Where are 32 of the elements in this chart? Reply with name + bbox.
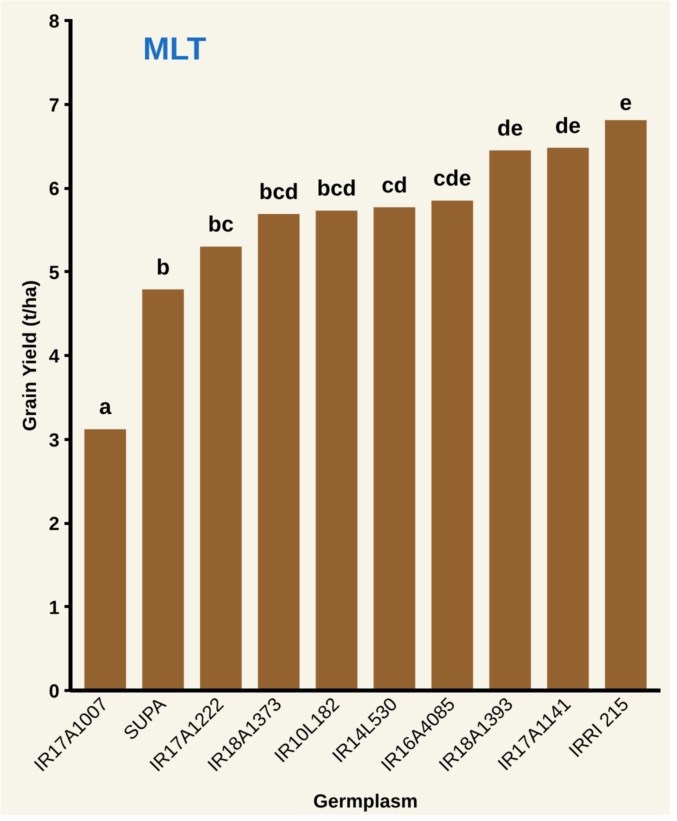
annotation: a (99, 394, 112, 420)
bar (489, 150, 531, 690)
y-tick-label: 2 (48, 514, 60, 535)
bar (142, 289, 184, 690)
bar (431, 200, 474, 690)
y-tick-label: 7 (48, 95, 60, 116)
bar (316, 210, 358, 690)
y-tick-label: 3 (48, 430, 60, 452)
annotation: de (497, 115, 523, 140)
annotation: e (620, 90, 632, 116)
annotation: bcd (259, 178, 298, 204)
y-tick-label: 0 (48, 682, 60, 702)
annotation: cd (382, 172, 408, 198)
bar (604, 120, 647, 690)
bar (374, 207, 416, 690)
annotation: bcd (317, 176, 356, 201)
annotation: bc (208, 212, 234, 237)
annotation: de (555, 112, 581, 138)
y-axis-title: Grain Yield (t/ha) (20, 280, 41, 432)
x-axis-title: Germplasm (313, 792, 418, 813)
bar (547, 148, 589, 690)
y-tick-label: 4 (48, 346, 60, 368)
annotation: cde (433, 166, 472, 191)
y-tick-label: 6 (48, 179, 60, 200)
chart-title: MLT (142, 30, 207, 67)
annotation: b (156, 254, 170, 280)
bar (258, 214, 300, 690)
bar (84, 429, 126, 690)
y-tick-label: 5 (48, 262, 60, 284)
bar (200, 246, 242, 690)
y-tick-label: 1 (48, 598, 60, 619)
y-tick-label: 8 (48, 12, 60, 32)
